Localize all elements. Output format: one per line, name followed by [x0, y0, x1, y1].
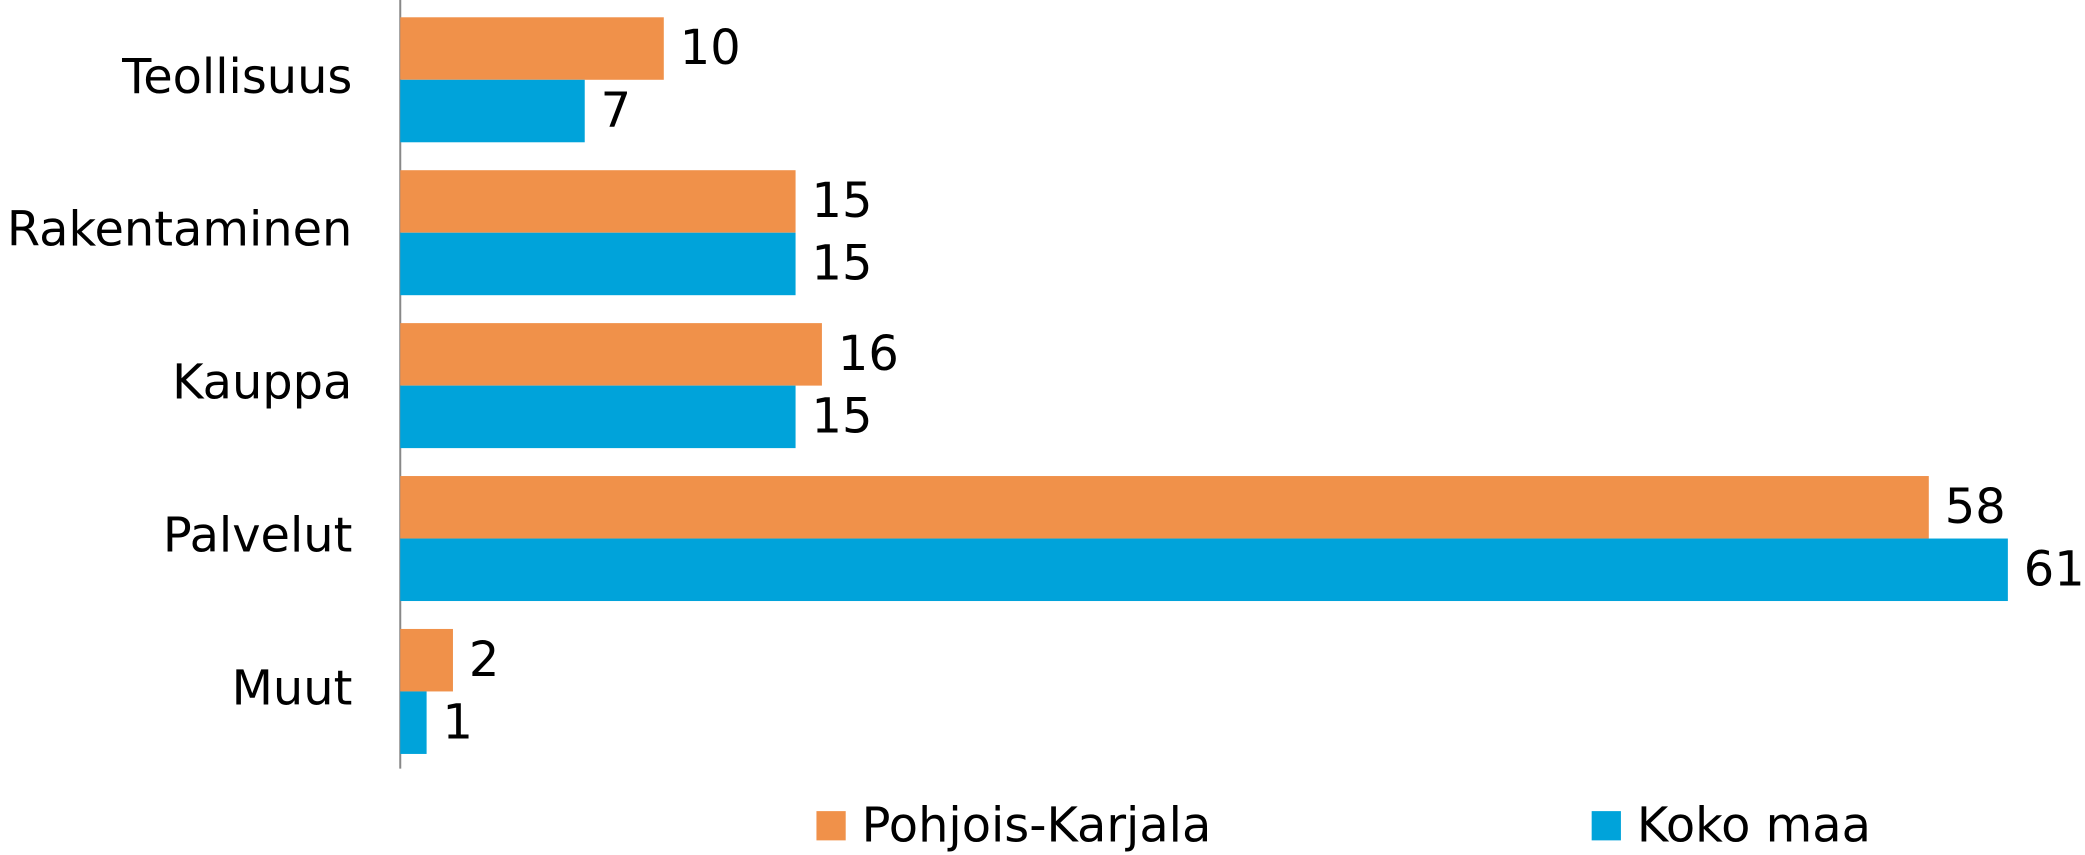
value-label: 61	[2024, 542, 2085, 597]
category-label: Rakentaminen	[7, 203, 352, 258]
legend-swatch	[1591, 811, 1621, 841]
category-label: Palvelut	[163, 509, 353, 564]
category-label: Kauppa	[172, 356, 352, 411]
bar	[400, 79, 585, 143]
bar	[400, 691, 427, 754]
value-label: 15	[812, 390, 873, 445]
legend-label: Pohjois-Karjala	[862, 798, 1212, 853]
bar	[400, 538, 2008, 602]
bar	[400, 323, 822, 386]
bar	[400, 476, 1929, 539]
bar	[400, 385, 796, 449]
category-label: Teollisuus	[121, 50, 352, 105]
category-label: Muut	[232, 661, 353, 716]
value-label: 15	[812, 237, 873, 292]
bar	[400, 17, 664, 80]
value-label: 10	[680, 21, 741, 76]
bar	[400, 628, 453, 692]
value-label: 58	[1945, 480, 2006, 535]
value-label: 15	[812, 174, 873, 229]
value-label: 1	[443, 695, 473, 750]
legend-label: Koko maa	[1637, 798, 1871, 853]
legend-swatch	[816, 811, 846, 841]
value-label: 16	[838, 327, 899, 382]
value-label: 2	[469, 633, 499, 688]
bar	[400, 232, 796, 296]
bar	[400, 170, 796, 233]
value-label: 7	[601, 84, 631, 139]
